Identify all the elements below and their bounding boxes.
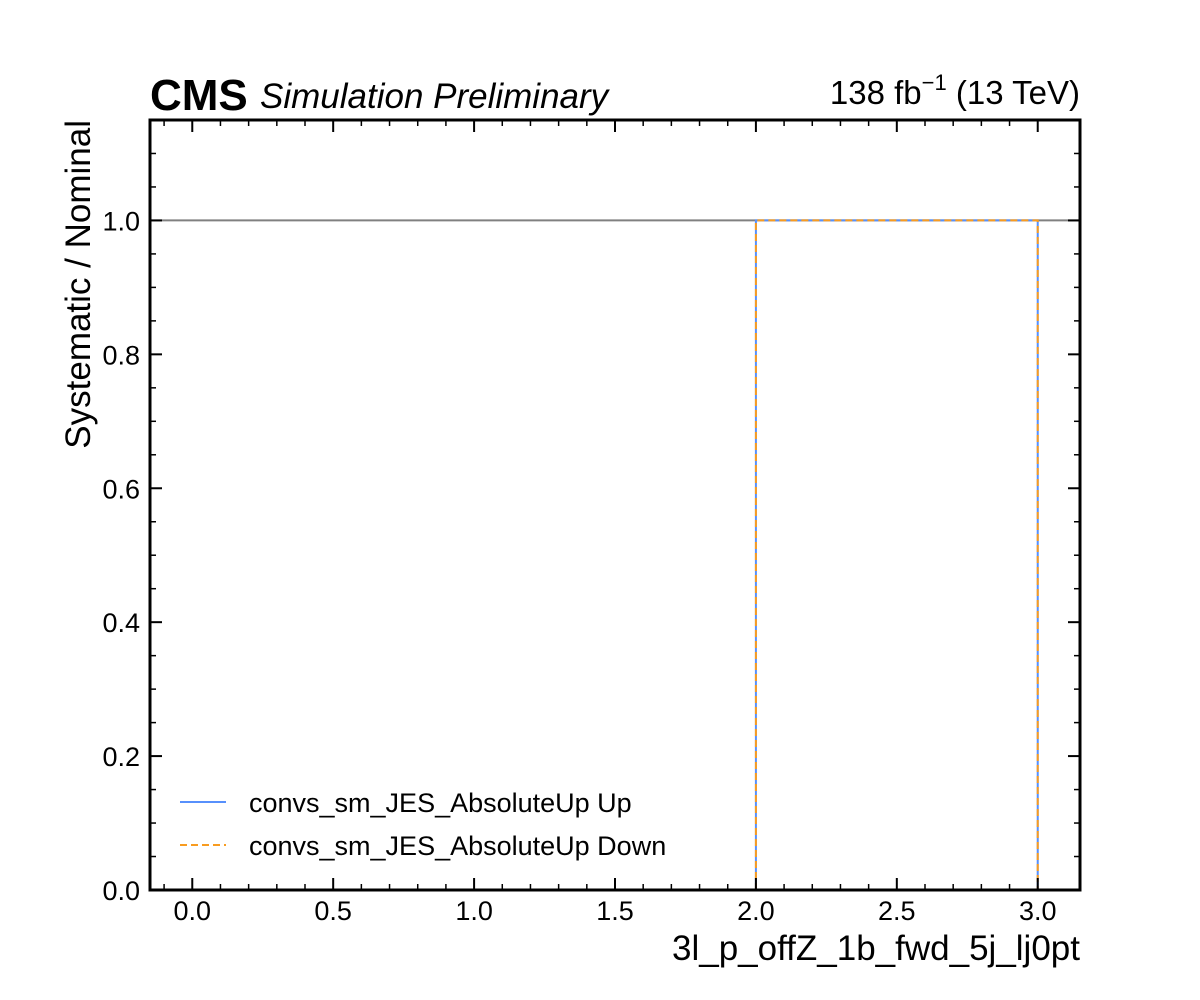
x-tick-label: 1.0 bbox=[455, 896, 493, 926]
y-tick-label: 0.8 bbox=[102, 340, 140, 370]
plot-frame bbox=[148, 118, 1082, 892]
legend-label-0: convs_sm_JES_AbsoluteUp Up bbox=[249, 788, 632, 818]
x-tick-label: 0.0 bbox=[173, 896, 211, 926]
series-line-1 bbox=[754, 219, 1039, 890]
y-tick-label: 0.4 bbox=[102, 608, 140, 638]
y-axis-label: Systematic / Nominal bbox=[59, 120, 98, 449]
series-line-0 bbox=[754, 219, 1039, 890]
x-tick-label: 0.5 bbox=[314, 896, 352, 926]
experiment-label: CMS bbox=[150, 71, 248, 120]
energy-label: (13 TeV) bbox=[947, 74, 1080, 111]
x-tick-label: 2.0 bbox=[737, 896, 775, 926]
y-tick-label: 0.6 bbox=[102, 474, 140, 504]
legend: convs_sm_JES_AbsoluteUp Up convs_sm_JES_A… bbox=[180, 788, 666, 861]
y-tick-label: 1.0 bbox=[102, 206, 140, 236]
y-tick-label: 0.0 bbox=[102, 876, 140, 906]
x-tick-label: 3.0 bbox=[1019, 896, 1057, 926]
x-tick-label: 1.5 bbox=[596, 896, 634, 926]
x-tick-label: 2.5 bbox=[878, 896, 916, 926]
y-tick-label: 0.2 bbox=[102, 742, 140, 772]
series-layer bbox=[754, 219, 1039, 890]
lumi-value: 138 fb bbox=[830, 74, 922, 111]
legend-label-1: convs_sm_JES_AbsoluteUp Down bbox=[249, 831, 666, 861]
tick-layer: 0.0 0.5 1.0 1.5 2.0 2.5 3.0 0.0 0.2 0.4 0.6 0.8 1.0 bbox=[102, 120, 1080, 926]
lumi-exponent: −1 bbox=[922, 70, 947, 95]
x-axis-label: 3l_p_offZ_1b_fwd_5j_lj0pt bbox=[672, 929, 1080, 968]
lumi-label: 138 fb−1 (13 TeV) bbox=[830, 70, 1080, 111]
status-label: Simulation Preliminary bbox=[260, 77, 611, 116]
